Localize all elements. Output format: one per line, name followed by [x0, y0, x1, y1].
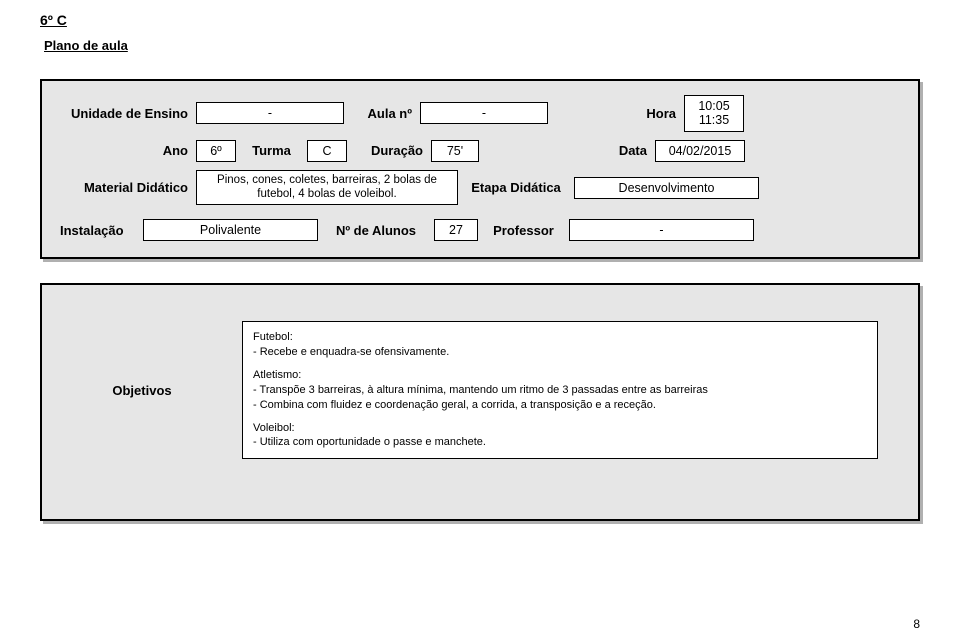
- duracao-value: 75': [431, 140, 479, 162]
- data-value: 04/02/2015: [655, 140, 745, 162]
- aulano-label: Aula nº: [352, 106, 412, 121]
- aulano-value: -: [420, 102, 548, 124]
- instalacao-value: Polivalente: [143, 219, 318, 241]
- futebol-line1: - Recebe e enquadra-se ofensivamente.: [253, 346, 449, 358]
- plan-heading: Plano de aula: [44, 38, 920, 53]
- row-instalacao: Instalação Polivalente Nº de Alunos 27 P…: [60, 219, 900, 241]
- unidade-label: Unidade de Ensino: [60, 106, 188, 121]
- numalunos-label: Nº de Alunos: [326, 223, 426, 238]
- objetivos-label: Objetivos: [82, 383, 202, 398]
- numalunos-value: 27: [434, 219, 478, 241]
- grade-heading: 6º C: [40, 12, 920, 28]
- objetivos-content: Futebol: - Recebe e enquadra-se ofensiva…: [242, 321, 878, 459]
- atletismo-title: Atletismo:: [253, 369, 301, 381]
- hora-label: Hora: [636, 106, 676, 121]
- row-unidade: Unidade de Ensino - Aula nº - Hora 10:05…: [60, 95, 900, 132]
- turma-label: Turma: [244, 143, 299, 158]
- voleibol-title: Voleibol:: [253, 422, 295, 434]
- row-material: Material Didático Pinos, cones, coletes,…: [60, 170, 900, 206]
- unidade-value: -: [196, 102, 344, 124]
- voleibol-line1: - Utiliza com oportunidade o passe e man…: [253, 436, 486, 448]
- etapa-value: Desenvolvimento: [574, 177, 759, 199]
- material-value: Pinos, cones, coletes, barreiras, 2 bola…: [196, 170, 458, 206]
- hora-value-1: 10:05: [698, 99, 729, 113]
- ano-label: Ano: [60, 143, 188, 158]
- row-ano: Ano 6º Turma C Duração 75' Data 04/02/20…: [60, 140, 900, 162]
- professor-value: -: [569, 219, 754, 241]
- info-panel: Unidade de Ensino - Aula nº - Hora 10:05…: [40, 79, 920, 259]
- ano-value: 6º: [196, 140, 236, 162]
- hora-value: 10:05 11:35: [684, 95, 744, 132]
- turma-value: C: [307, 140, 347, 162]
- page-number: 8: [913, 617, 920, 631]
- etapa-label: Etapa Didática: [466, 180, 566, 195]
- data-label: Data: [607, 143, 647, 158]
- atletismo-line1: - Transpõe 3 barreiras, à altura mínima,…: [253, 384, 708, 396]
- futebol-title: Futebol:: [253, 331, 293, 343]
- material-label: Material Didático: [60, 180, 188, 195]
- instalacao-label: Instalação: [60, 223, 135, 238]
- professor-label: Professor: [486, 223, 561, 238]
- objetivos-panel: Objetivos Futebol: - Recebe e enquadra-s…: [40, 283, 920, 521]
- atletismo-line2: - Combina com fluidez e coordenação gera…: [253, 399, 656, 411]
- hora-value-2: 11:35: [699, 113, 729, 127]
- duracao-label: Duração: [355, 143, 423, 158]
